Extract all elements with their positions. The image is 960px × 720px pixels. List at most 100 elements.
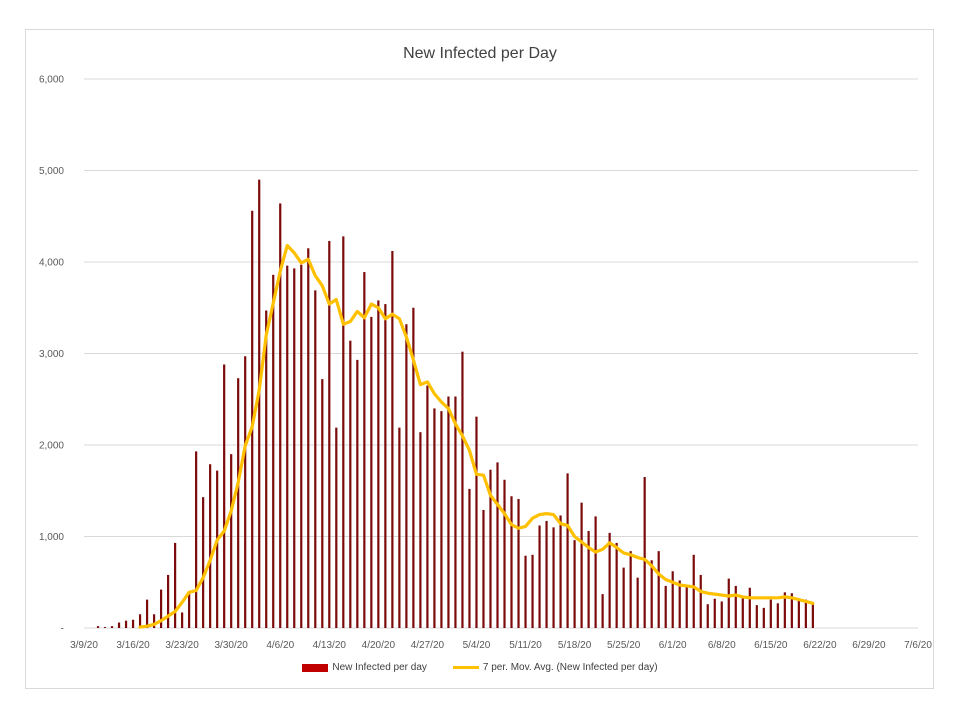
bar	[783, 592, 786, 628]
bar	[412, 307, 415, 628]
bar	[727, 578, 730, 628]
bar	[524, 555, 527, 628]
x-tick-label: 4/6/20	[266, 640, 294, 651]
bar	[594, 516, 597, 628]
bar	[195, 451, 198, 628]
x-tick-label: 5/11/20	[509, 640, 542, 651]
legend-line-label: 7 per. Mov. Avg. (New Infected per day)	[482, 662, 658, 673]
bar	[482, 509, 485, 628]
x-tick-label: 3/16/20	[116, 640, 150, 651]
bar	[622, 567, 625, 628]
bar	[124, 620, 128, 628]
bar	[496, 462, 499, 628]
bar	[615, 542, 618, 628]
bar	[384, 304, 387, 628]
bar	[230, 454, 233, 628]
bar	[692, 554, 695, 628]
y-tick-label: 2,000	[39, 441, 64, 452]
y-tick-label: 6,000	[39, 75, 64, 86]
chart-title: New Infected per Day	[403, 45, 557, 62]
x-tick-label: 6/1/20	[659, 640, 687, 651]
bar	[237, 378, 240, 628]
x-tick-label: 7/6/20	[904, 640, 932, 651]
bar	[258, 179, 261, 628]
bar	[797, 598, 800, 628]
bar	[440, 411, 443, 628]
bar	[601, 594, 604, 628]
bar	[468, 488, 471, 628]
bar	[636, 577, 639, 628]
bar	[181, 612, 184, 628]
bar	[552, 527, 555, 628]
bar	[279, 203, 282, 628]
bar	[776, 603, 779, 628]
x-tick-label: 5/18/20	[558, 640, 592, 651]
bar	[587, 531, 590, 628]
bar	[321, 379, 324, 628]
bar	[209, 464, 212, 628]
bar	[755, 605, 758, 629]
bar	[216, 470, 219, 628]
bar	[103, 627, 107, 628]
x-tick-label: 4/13/20	[313, 640, 347, 651]
bar	[531, 554, 534, 628]
bar	[489, 469, 492, 628]
bar	[461, 351, 464, 628]
bar	[335, 427, 338, 628]
y-tick-label: 1,000	[39, 532, 64, 543]
bar	[244, 356, 247, 628]
bar	[762, 607, 765, 628]
x-tick-label: 5/25/20	[607, 640, 641, 651]
bar	[391, 251, 394, 628]
bar	[419, 432, 422, 628]
legend-bar-swatch	[302, 663, 329, 672]
x-tick-label: 3/9/20	[70, 640, 98, 651]
bar	[741, 597, 744, 628]
bar	[538, 525, 541, 628]
bar	[300, 264, 303, 628]
bar	[720, 601, 723, 628]
bar	[545, 520, 548, 628]
moving-average-line	[138, 243, 815, 629]
bar	[426, 385, 429, 628]
bar	[657, 551, 660, 628]
bar	[699, 574, 702, 628]
bar	[167, 574, 170, 628]
bar	[580, 502, 583, 628]
bar	[454, 396, 457, 628]
bar	[748, 587, 751, 628]
legend-bar-label: New Infected per day	[332, 662, 427, 673]
x-tick-label: 5/4/20	[463, 640, 491, 651]
bar	[145, 599, 149, 628]
bar	[566, 473, 569, 628]
bar	[363, 272, 366, 628]
bar	[159, 589, 163, 628]
bar	[96, 626, 100, 628]
x-tick-label: 6/15/20	[754, 640, 788, 651]
bar	[713, 598, 716, 628]
legend-item-moving-average: 7 per. Mov. Avg. (New Infected per day)	[452, 662, 658, 673]
bar	[559, 515, 562, 628]
bar	[328, 240, 331, 628]
bar	[174, 542, 177, 628]
bar	[608, 532, 611, 628]
bar	[117, 622, 121, 628]
bar	[804, 599, 807, 628]
bar	[734, 585, 737, 628]
bar	[188, 593, 191, 628]
x-tick-label: 4/27/20	[411, 640, 445, 651]
bar	[510, 496, 513, 628]
bar	[307, 248, 310, 628]
bar	[272, 274, 275, 628]
bar	[223, 364, 226, 628]
y-tick-label: 3,000	[39, 349, 64, 360]
bar	[650, 560, 653, 628]
bar	[349, 340, 352, 628]
bar	[671, 571, 674, 628]
bar	[398, 427, 401, 628]
legend-item-bars: New Infected per day	[302, 662, 427, 673]
x-tick-label: 6/29/20	[852, 640, 886, 651]
bar	[685, 585, 688, 628]
bar	[769, 599, 772, 628]
